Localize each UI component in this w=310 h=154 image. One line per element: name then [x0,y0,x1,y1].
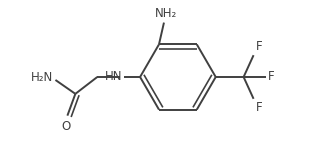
Text: F: F [268,71,274,83]
Text: F: F [255,40,262,53]
Text: F: F [255,101,262,114]
Text: H₂N: H₂N [31,71,53,85]
Text: NH₂: NH₂ [155,7,177,20]
Text: O: O [62,120,71,133]
Text: HN: HN [105,71,122,83]
